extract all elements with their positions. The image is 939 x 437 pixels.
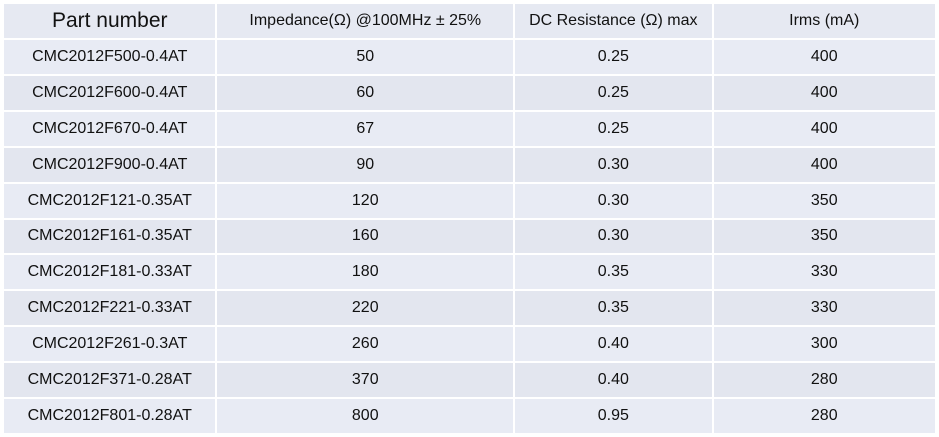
cell-dc-resistance: 0.40 xyxy=(515,363,712,398)
cell-part-number: CMC2012F161-0.35AT xyxy=(4,219,216,254)
cell-part-number: CMC2012F600-0.4AT xyxy=(4,75,216,110)
header-dc-resistance: DC Resistance (Ω) max xyxy=(515,4,712,38)
table-row: CMC2012F121-0.35AT 120 0.30 350 xyxy=(4,183,935,218)
cell-part-number: CMC2012F670-0.4AT xyxy=(4,111,216,146)
cell-dc-resistance: 0.40 xyxy=(515,327,712,362)
cell-dc-resistance: 0.30 xyxy=(515,147,712,182)
cell-irms: 330 xyxy=(713,291,935,326)
table-body: CMC2012F500-0.4AT 50 0.25 400 CMC2012F600-0.… xyxy=(4,40,935,433)
table-row: CMC2012F900-0.4AT 90 0.30 400 xyxy=(4,147,935,182)
cell-part-number: CMC2012F500-0.4AT xyxy=(4,40,216,74)
cell-part-number: CMC2012F801-0.28AT xyxy=(4,399,216,433)
table-row: CMC2012F371-0.28AT 370 0.40 280 xyxy=(4,363,935,398)
cell-impedance: 800 xyxy=(217,399,514,433)
cell-irms: 280 xyxy=(713,399,935,433)
cell-part-number: CMC2012F900-0.4AT xyxy=(4,147,216,182)
cell-impedance: 60 xyxy=(217,75,514,110)
cell-impedance: 160 xyxy=(217,219,514,254)
cell-impedance: 180 xyxy=(217,255,514,290)
cell-irms: 400 xyxy=(713,147,935,182)
cell-part-number: CMC2012F121-0.35AT xyxy=(4,183,216,218)
cell-part-number: CMC2012F221-0.33AT xyxy=(4,291,216,326)
cell-impedance: 50 xyxy=(217,40,514,74)
table-row: CMC2012F500-0.4AT 50 0.25 400 xyxy=(4,40,935,74)
cell-dc-resistance: 0.30 xyxy=(515,219,712,254)
table-row: CMC2012F181-0.33AT 180 0.35 330 xyxy=(4,255,935,290)
table-row: CMC2012F261-0.3AT 260 0.40 300 xyxy=(4,327,935,362)
cell-dc-resistance: 0.35 xyxy=(515,255,712,290)
cell-dc-resistance: 0.25 xyxy=(515,111,712,146)
cell-dc-resistance: 0.25 xyxy=(515,40,712,74)
cell-dc-resistance: 0.95 xyxy=(515,399,712,433)
cell-irms: 350 xyxy=(713,219,935,254)
header-impedance: Impedance(Ω) @100MHz ± 25% xyxy=(217,4,514,38)
cell-impedance: 220 xyxy=(217,291,514,326)
table-row: CMC2012F600-0.4AT 60 0.25 400 xyxy=(4,75,935,110)
table-row: CMC2012F161-0.35AT 160 0.30 350 xyxy=(4,219,935,254)
cell-impedance: 370 xyxy=(217,363,514,398)
table-header-row: Part number Impedance(Ω) @100MHz ± 25% D… xyxy=(4,4,935,38)
cell-irms: 300 xyxy=(713,327,935,362)
cell-impedance: 90 xyxy=(217,147,514,182)
cell-irms: 400 xyxy=(713,40,935,74)
cell-irms: 350 xyxy=(713,183,935,218)
cell-part-number: CMC2012F371-0.28AT xyxy=(4,363,216,398)
header-part-number: Part number xyxy=(4,4,216,38)
cell-irms: 400 xyxy=(713,75,935,110)
cell-irms: 280 xyxy=(713,363,935,398)
cell-dc-resistance: 0.25 xyxy=(515,75,712,110)
table-row: CMC2012F670-0.4AT 67 0.25 400 xyxy=(4,111,935,146)
cell-dc-resistance: 0.35 xyxy=(515,291,712,326)
cell-part-number: CMC2012F261-0.3AT xyxy=(4,327,216,362)
cell-impedance: 67 xyxy=(217,111,514,146)
cell-irms: 330 xyxy=(713,255,935,290)
cell-impedance: 260 xyxy=(217,327,514,362)
table-row: CMC2012F221-0.33AT 220 0.35 330 xyxy=(4,291,935,326)
cell-impedance: 120 xyxy=(217,183,514,218)
header-irms: Irms (mA) xyxy=(713,4,935,38)
cell-part-number: CMC2012F181-0.33AT xyxy=(4,255,216,290)
cell-irms: 400 xyxy=(713,111,935,146)
table-row: CMC2012F801-0.28AT 800 0.95 280 xyxy=(4,399,935,433)
cell-dc-resistance: 0.30 xyxy=(515,183,712,218)
